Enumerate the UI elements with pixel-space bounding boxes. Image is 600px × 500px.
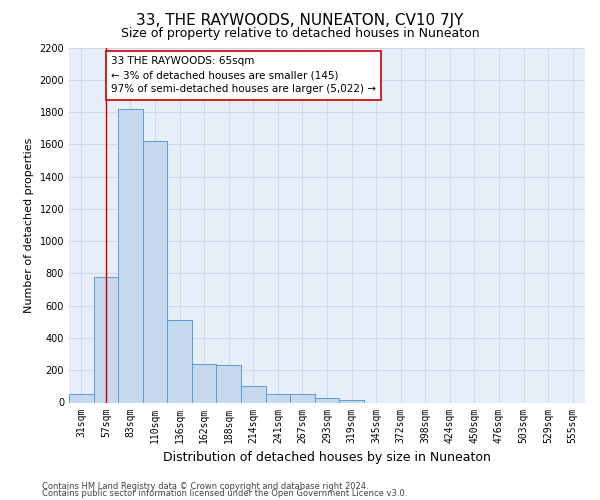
Text: Contains public sector information licensed under the Open Government Licence v3: Contains public sector information licen… [42,489,407,498]
Text: Size of property relative to detached houses in Nuneaton: Size of property relative to detached ho… [121,28,479,40]
Text: Contains HM Land Registry data © Crown copyright and database right 2024.: Contains HM Land Registry data © Crown c… [42,482,368,491]
Bar [241,386,266,402]
Bar [118,109,143,403]
Bar [167,320,192,402]
Y-axis label: Number of detached properties: Number of detached properties [24,138,34,312]
Text: 33, THE RAYWOODS, NUNEATON, CV10 7JY: 33, THE RAYWOODS, NUNEATON, CV10 7JY [136,12,464,28]
Bar [339,400,364,402]
Bar [192,364,217,403]
Bar [94,276,118,402]
Bar [217,366,241,403]
Bar [69,394,94,402]
Text: 33 THE RAYWOODS: 65sqm
← 3% of detached houses are smaller (145)
97% of semi-det: 33 THE RAYWOODS: 65sqm ← 3% of detached … [111,56,376,94]
Bar [143,141,167,403]
Bar [290,394,315,402]
Bar [266,394,290,402]
Bar [315,398,339,402]
X-axis label: Distribution of detached houses by size in Nuneaton: Distribution of detached houses by size … [163,451,491,464]
